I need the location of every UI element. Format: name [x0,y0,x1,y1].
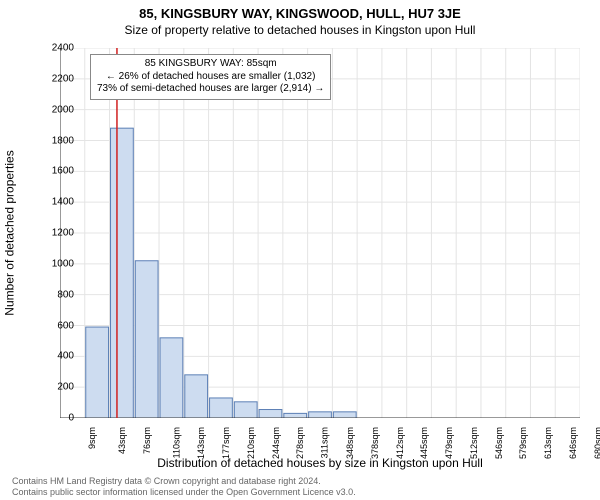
x-tick-label: 244sqm [271,427,281,459]
y-tick-label: 1400 [44,197,74,208]
page-subtitle: Size of property relative to detached ho… [0,21,600,41]
x-tick-label: 680sqm [593,427,600,459]
histogram-bar [185,375,208,418]
x-tick-label: 512sqm [469,427,479,459]
x-tick-label: 43sqm [117,427,127,454]
histogram-bar [284,413,307,418]
infobox-line3: 73% of semi-detached houses are larger (… [97,83,324,96]
y-tick-label: 0 [44,413,74,424]
histogram-bar [160,338,183,418]
info-box: 85 KINGSBURY WAY: 85sqm ← 26% of detache… [90,54,331,100]
y-tick-label: 1000 [44,258,74,269]
histogram-bar [309,412,332,418]
x-tick-label: 110sqm [171,427,181,458]
chart-container: 85, KINGSBURY WAY, KINGSWOOD, HULL, HU7 … [0,0,600,500]
x-axis-label: Distribution of detached houses by size … [60,456,580,470]
x-tick-label: 479sqm [444,427,454,459]
histogram-bar [210,398,233,418]
x-tick-label: 348sqm [345,427,355,459]
y-tick-label: 600 [44,320,74,331]
y-tick-label: 2000 [44,104,74,115]
x-tick-label: 76sqm [142,427,152,454]
x-tick-label: 412sqm [395,427,405,459]
y-tick-label: 400 [44,351,74,362]
page-title: 85, KINGSBURY WAY, KINGSWOOD, HULL, HU7 … [0,0,600,21]
histogram-bar [259,410,282,418]
x-tick-label: 311sqm [320,427,330,458]
y-tick-label: 1600 [44,166,74,177]
x-tick-label: 210sqm [246,427,256,459]
y-tick-label: 2200 [44,73,74,84]
y-tick-label: 2400 [44,43,74,54]
histogram-bar [86,327,109,418]
infobox-line1: 85 KINGSBURY WAY: 85sqm [97,58,324,71]
x-tick-label: 9sqm [87,427,97,449]
x-tick-label: 613sqm [543,427,553,459]
x-tick-label: 143sqm [196,427,206,459]
x-tick-label: 278sqm [296,427,306,459]
footer-line2: Contains public sector information licen… [12,487,356,498]
footer-line1: Contains HM Land Registry data © Crown c… [12,476,356,487]
footer-attribution: Contains HM Land Registry data © Crown c… [12,476,356,498]
y-tick-label: 1800 [44,135,74,146]
histogram-bar [111,128,134,418]
chart-area [60,48,580,418]
x-tick-label: 177sqm [221,427,231,459]
infobox-line2: ← 26% of detached houses are smaller (1,… [97,71,324,84]
y-axis-label: Number of detached properties [2,48,18,418]
x-tick-label: 546sqm [494,427,504,459]
x-tick-label: 378sqm [370,427,380,459]
histogram-plot [60,48,580,418]
y-tick-label: 800 [44,289,74,300]
y-tick-label: 1200 [44,228,74,239]
histogram-bar [135,261,158,418]
x-tick-label: 579sqm [518,427,528,459]
x-tick-label: 445sqm [419,427,429,459]
y-tick-label: 200 [44,382,74,393]
histogram-bar [333,412,356,418]
histogram-bar [234,402,257,418]
x-tick-label: 646sqm [568,427,578,459]
